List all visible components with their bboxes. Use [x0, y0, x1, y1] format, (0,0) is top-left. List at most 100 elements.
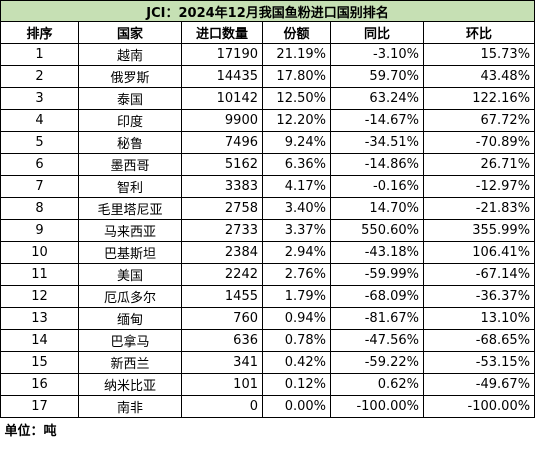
- table-cell: 5162: [181, 153, 263, 176]
- table-cell: 7: [0, 175, 79, 198]
- table-row: 16 纳米比亚 101 0.12% 0.62% -49.67%: [0, 373, 535, 396]
- table-cell: -68.65%: [422, 329, 535, 352]
- table-cell: 15.73%: [422, 43, 535, 66]
- table-cell: 101: [181, 373, 263, 396]
- table-cell: -34.51%: [330, 131, 424, 154]
- table-cell: 636: [181, 329, 263, 352]
- table-row: 5 秘鲁 7496 9.24% -34.51% -70.89%: [0, 131, 535, 154]
- table-cell: 15: [0, 351, 79, 374]
- table-cell: 巴基斯坦: [78, 241, 182, 264]
- table-cell: 12: [0, 285, 79, 308]
- table-cell: -12.97%: [422, 175, 535, 198]
- table-cell: 63.24%: [330, 87, 424, 110]
- table-cell: 6: [0, 153, 79, 176]
- table-cell: 10: [0, 241, 79, 264]
- table-cell: 印度: [78, 109, 182, 132]
- table-cell: 14435: [181, 65, 263, 88]
- table-cell: 14: [0, 329, 79, 352]
- table-cell: -53.15%: [422, 351, 535, 374]
- footer-row: 单位：吨: [1, 418, 535, 441]
- table-cell: 2.94%: [262, 241, 331, 264]
- table-cell: -0.16%: [330, 175, 424, 198]
- table-row: 15 新西兰 341 0.42% -59.22% -53.15%: [0, 351, 535, 374]
- table-cell: 毛里塔尼亚: [78, 197, 182, 220]
- table-cell: 美国: [78, 263, 182, 286]
- table-cell: -14.86%: [330, 153, 424, 176]
- table-cell: 0.42%: [262, 351, 331, 374]
- table-row: 1 越南 17190 21.19% -3.10% 15.73%: [0, 43, 535, 66]
- table-cell: 12.20%: [262, 109, 331, 132]
- table-cell: 0.94%: [262, 307, 331, 330]
- column-header: 同比: [330, 21, 424, 44]
- table-cell: -81.67%: [330, 307, 424, 330]
- table-cell: 355.99%: [422, 219, 535, 242]
- table-row: 4 印度 9900 12.20% -14.67% 67.72%: [0, 109, 535, 132]
- table-cell: -3.10%: [330, 43, 424, 66]
- table-cell: 7496: [181, 131, 263, 154]
- table-cell: 0.62%: [330, 373, 424, 396]
- table-cell: 0.78%: [262, 329, 331, 352]
- table-cell: 南非: [78, 395, 182, 418]
- table-cell: 122.16%: [422, 87, 535, 110]
- table-row: 2 俄罗斯 14435 17.80% 59.70% 43.48%: [0, 65, 535, 88]
- column-header: 排序: [0, 21, 79, 44]
- table-cell: 10142: [181, 87, 263, 110]
- table-cell: 马来西亚: [78, 219, 182, 242]
- table-row: 10 巴基斯坦 2384 2.94% -43.18% 106.41%: [0, 241, 535, 264]
- table-cell: 纳米比亚: [78, 373, 182, 396]
- table-cell: -21.83%: [422, 197, 535, 220]
- table-row: 6 墨西哥 5162 6.36% -14.86% 26.71%: [0, 153, 535, 176]
- table-cell: 67.72%: [422, 109, 535, 132]
- table-cell: -43.18%: [330, 241, 424, 264]
- table-cell: 智利: [78, 175, 182, 198]
- table-cell: 4: [0, 109, 79, 132]
- table-cell: 2.76%: [262, 263, 331, 286]
- table-cell: -14.67%: [330, 109, 424, 132]
- table-cell: -100.00%: [330, 395, 424, 418]
- title: JCI：2024年12月我国鱼粉进口国别排名: [0, 0, 535, 22]
- table-cell: 3.37%: [262, 219, 331, 242]
- table-cell: 17190: [181, 43, 263, 66]
- table-cell: 0: [181, 395, 263, 418]
- table-cell: 59.70%: [330, 65, 424, 88]
- table-cell: 缅甸: [78, 307, 182, 330]
- table-cell: 2242: [181, 263, 263, 286]
- column-header: 份额: [262, 21, 331, 44]
- table-row: 11 美国 2242 2.76% -59.99% -67.14%: [0, 263, 535, 286]
- table-row: 9 马来西亚 2733 3.37% 550.60% 355.99%: [0, 219, 535, 242]
- table-cell: 新西兰: [78, 351, 182, 374]
- table-cell: 17: [0, 395, 79, 418]
- table-cell: -59.99%: [330, 263, 424, 286]
- table-cell: -36.37%: [422, 285, 535, 308]
- table-cell: 0.00%: [262, 395, 331, 418]
- table-cell: 13: [0, 307, 79, 330]
- table-cell: 11: [0, 263, 79, 286]
- table-cell: 秘鲁: [78, 131, 182, 154]
- table-row: 13 缅甸 760 0.94% -81.67% 13.10%: [0, 307, 535, 330]
- table-cell: 墨西哥: [78, 153, 182, 176]
- table-cell: 43.48%: [422, 65, 535, 88]
- table-cell: 3: [0, 87, 79, 110]
- table-cell: -70.89%: [422, 131, 535, 154]
- table-cell: 4.17%: [262, 175, 331, 198]
- table-row: 12 厄瓜多尔 1455 1.79% -68.09% -36.37%: [0, 285, 535, 308]
- table-cell: 12.50%: [262, 87, 331, 110]
- table-cell: -59.22%: [330, 351, 424, 374]
- table-cell: 2758: [181, 197, 263, 220]
- table-cell: 5: [0, 131, 79, 154]
- table-cell: 6.36%: [262, 153, 331, 176]
- table-cell: 21.19%: [262, 43, 331, 66]
- column-header: 进口数量: [181, 21, 263, 44]
- table-cell: 9900: [181, 109, 263, 132]
- table-cell: 2384: [181, 241, 263, 264]
- title-row: JCI：2024年12月我国鱼粉进口国别排名: [0, 0, 535, 22]
- column-header: 环比: [422, 21, 535, 44]
- table-cell: 2: [0, 65, 79, 88]
- table-cell: 26.71%: [422, 153, 535, 176]
- table-cell: -47.56%: [330, 329, 424, 352]
- table-cell: 巴拿马: [78, 329, 182, 352]
- table-cell: 泰国: [78, 87, 182, 110]
- table-cell: 2733: [181, 219, 263, 242]
- unit-note: 单位：吨: [4, 423, 57, 439]
- table-row: 8 毛里塔尼亚 2758 3.40% 14.70% -21.83%: [0, 197, 535, 220]
